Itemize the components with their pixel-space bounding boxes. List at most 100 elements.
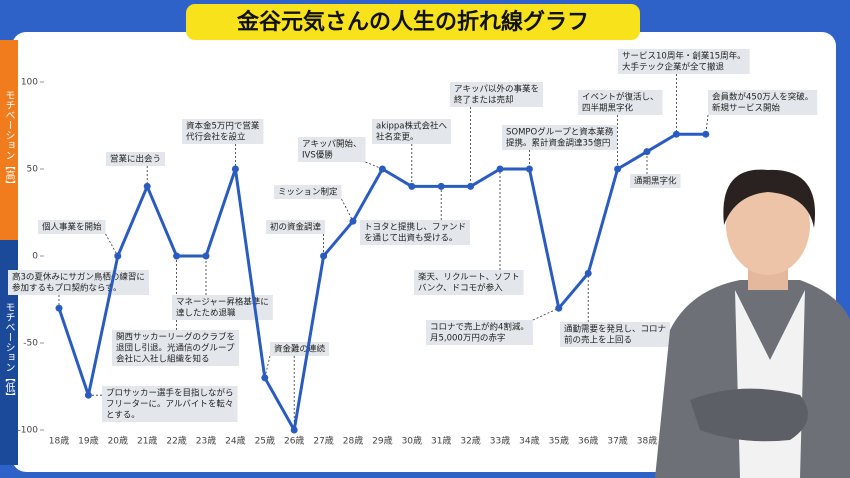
annotations: 高3の夏休みにサガン鳥栖の練習に参加するもプロ契約ならず。プロサッカー選手を目指… [8,49,818,430]
annotation-box [450,82,544,107]
leader-line [532,307,559,321]
annotation: サービス10周年・創業15周年。大手テック企業が全て撤退 [618,49,750,74]
x-tick-label: 28歳 [343,435,363,447]
annotation-text: 会員数が450万人を突破。 [712,92,813,103]
x-tick-label: 36歳 [578,435,598,447]
x-tick-label: 30歳 [402,435,422,447]
annotation: コロナで売上が約4割減。月5,000万円の赤字 [426,320,533,345]
annotation-text: 高3の夏休みにサガン鳥栖の練習に [12,272,145,283]
x-tick-label: 20歳 [108,435,128,447]
annotation: 初の資金調達 [266,220,326,234]
hair [723,169,816,228]
person-photo [655,169,850,478]
x-tick-label: 27歳 [313,435,333,447]
annotation-text: 関西サッカーリーグのクラブを [116,332,235,343]
annotation-text: アキッパ開始、 [302,139,362,150]
x-tick-label: 35歳 [549,435,569,447]
annotation-text: 達したため退職 [176,308,236,319]
annotation-box [298,137,366,162]
annotation-text: 社名変更。 [376,132,419,143]
annotation-text: 通勤需要を発見し、コロナ [564,324,666,335]
point [202,252,210,260]
annotation: アキッパ開始、IVS優勝 [298,137,366,162]
annotation: 個人事業を開始 [38,220,106,234]
y-label-high: モチベーション【高】 [3,90,15,190]
x-tick-label: 31歳 [431,435,451,447]
point [261,374,269,382]
annotation-text: 楽天、リクルート、ソフト [418,272,520,283]
annotation: イベントが復活し、四半期黒字化 [578,90,663,115]
x-tick-label: 34歳 [519,435,539,447]
point [114,252,122,260]
annotation-box [266,220,326,234]
high-bar [0,40,18,240]
x-tick-label: 25歳 [255,435,275,447]
annotation-box [708,90,818,115]
annotation-box [560,322,671,347]
annotation-box [106,152,166,166]
point [643,148,651,156]
y-tick-label: 0 [32,252,38,262]
annotation-text: プロサッカー選手を目指しながら [106,388,234,399]
annotation-box [414,270,524,295]
annotation-text: アキッパ以外の事業を [454,84,539,95]
annotation-text: 代行会社を設立 [186,132,246,143]
annotation-text: SOMPOグループと資本業務 [506,127,614,138]
annotation-box [8,270,149,295]
annotation-text: 月5,000万円の赤字 [430,333,505,344]
y-tick-label: -100 [18,426,39,436]
annotation-text: サービス10周年・創業15周年。 [622,51,746,62]
x-tick-label: 22歳 [166,435,186,447]
annotation-text: 大手テック企業が全て撤退 [622,62,725,73]
point [584,269,592,277]
point [378,165,386,173]
point [614,165,622,173]
annotation-text: トヨタと提携し、ファンド [364,222,466,233]
annotation-text: 個人事業を開始 [42,222,102,233]
annotation-box [630,174,681,188]
point [525,165,533,173]
x-tick-label: 18歳 [49,435,69,447]
leader-line [365,161,383,170]
annotation-text: 通期黒字化 [634,176,677,187]
annotation: 営業に出会う [106,152,166,166]
point [555,304,563,312]
annotation-box [578,90,663,115]
point [437,182,445,190]
point [496,165,504,173]
chart-title: 金谷元気さんの人生の折れ線グラフ [236,9,589,35]
y-label-low: モチベーション【低】 [3,302,15,402]
annotation-text: 営業に出会う [110,154,161,165]
annotation-text: 退団し引退。光通信のグループ [116,343,235,354]
annotation-box [426,320,533,345]
face [726,175,810,275]
annotation-text: マネージャー昇格基準に [176,297,269,308]
point [320,252,328,260]
annotation-box [182,119,264,144]
annotation-text: 前の売上を上回る [564,335,632,346]
title-box [186,4,640,40]
annotation-text: ミッション制定 [278,187,338,198]
annotation-text: フリーターに。アルバイトを転々 [106,400,233,410]
annotation-box [38,220,106,234]
x-tick-label: 29歳 [372,435,392,447]
annotation-text: 会社に入社し組織を知る [116,354,210,365]
x-tick-label: 26歳 [284,435,304,447]
series [55,130,710,434]
x-tick-label: 24歳 [225,435,245,447]
point [467,182,475,190]
point [290,426,298,434]
x-tick-label: 23歳 [196,435,216,447]
x-tick-label: 33歳 [490,435,510,447]
annotation-text: IVS優勝 [302,150,333,161]
